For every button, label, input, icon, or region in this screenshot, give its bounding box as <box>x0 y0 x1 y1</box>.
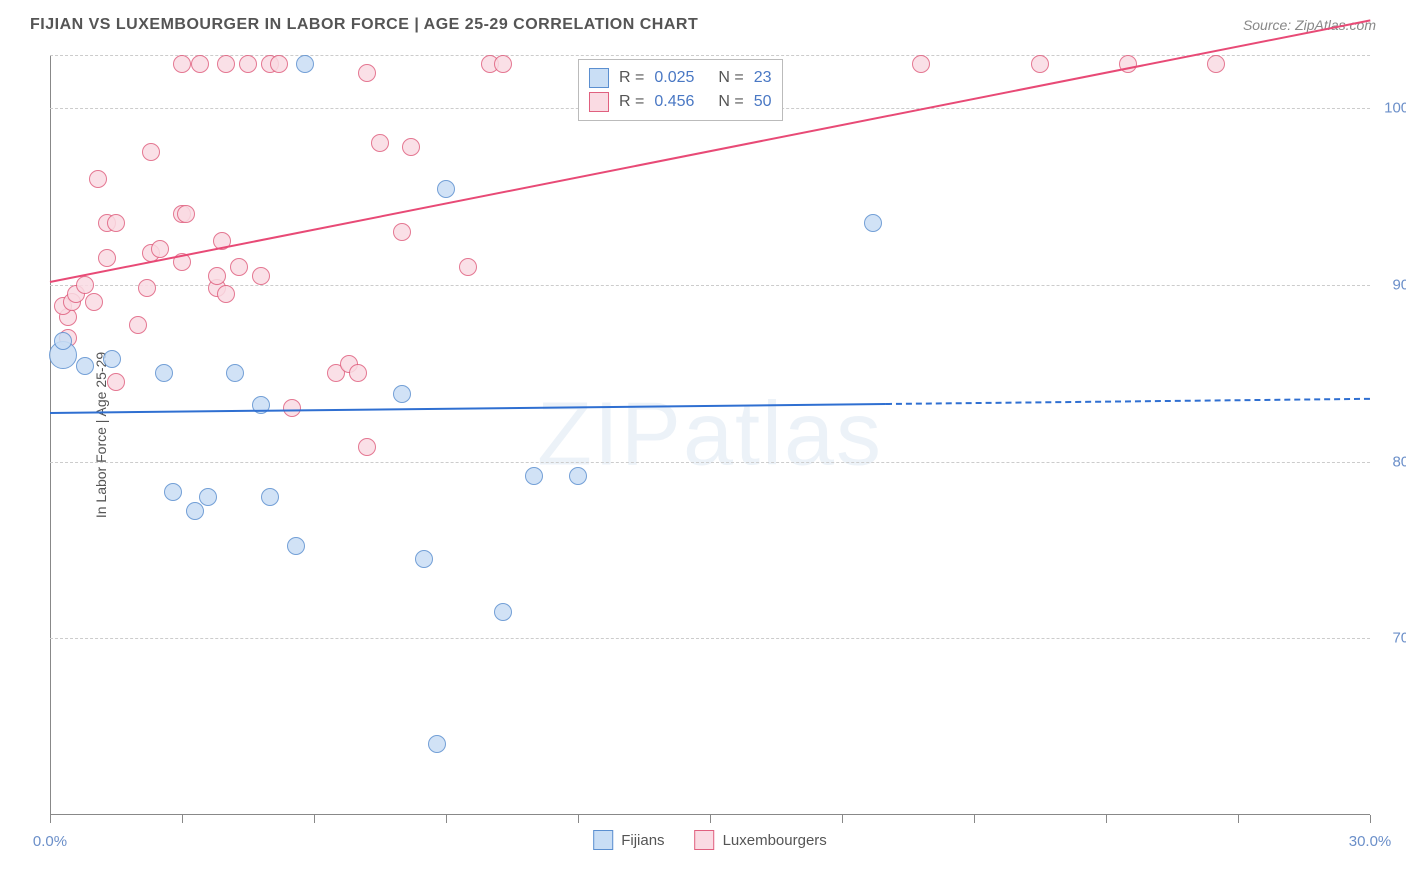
y-tick-label: 70.0% <box>1392 630 1406 647</box>
scatter-point <box>1031 55 1049 73</box>
scatter-point <box>415 550 433 568</box>
x-tick <box>314 815 315 823</box>
scatter-point <box>912 55 930 73</box>
stat-n-label: N = <box>718 69 743 87</box>
x-tick <box>446 815 447 823</box>
scatter-point <box>155 364 173 382</box>
legend-item: Luxembourgers <box>695 830 827 850</box>
x-tick <box>842 815 843 823</box>
legend-label: Fijians <box>621 832 664 849</box>
scatter-point <box>177 205 195 223</box>
chart-legend: Fijians Luxembourgers <box>593 830 827 850</box>
scatter-point <box>393 385 411 403</box>
trend-line <box>886 398 1370 405</box>
scatter-point <box>217 55 235 73</box>
scatter-point <box>459 258 477 276</box>
x-tick <box>578 815 579 823</box>
scatter-point <box>569 467 587 485</box>
gridline <box>50 462 1370 463</box>
scatter-point <box>107 373 125 391</box>
scatter-point <box>393 223 411 241</box>
stat-r-label: R = <box>619 93 644 111</box>
x-tick <box>182 815 183 823</box>
scatter-point <box>191 55 209 73</box>
x-tick <box>1238 815 1239 823</box>
scatter-point <box>270 55 288 73</box>
scatter-point <box>1207 55 1225 73</box>
legend-item: Fijians <box>593 830 664 850</box>
scatter-point <box>494 603 512 621</box>
scatter-point <box>371 134 389 152</box>
scatter-point <box>358 64 376 82</box>
stat-n-value: 50 <box>754 93 772 111</box>
scatter-point <box>76 357 94 375</box>
scatter-point <box>138 279 156 297</box>
scatter-point <box>98 249 116 267</box>
scatter-point <box>164 483 182 501</box>
correlation-stats-box: R = 0.025 N = 23 R = 0.456 N = 50 <box>578 59 783 121</box>
legend-swatch <box>695 830 715 850</box>
scatter-point <box>107 214 125 232</box>
scatter-point <box>261 488 279 506</box>
scatter-point <box>494 55 512 73</box>
x-tick <box>974 815 975 823</box>
scatter-point <box>239 55 257 73</box>
stat-row: R = 0.025 N = 23 <box>589 66 772 90</box>
scatter-point <box>89 170 107 188</box>
x-tick <box>50 815 51 823</box>
stat-swatch <box>589 68 609 88</box>
scatter-point <box>226 364 244 382</box>
gridline <box>50 285 1370 286</box>
y-tick-label: 80.0% <box>1392 453 1406 470</box>
stat-row: R = 0.456 N = 50 <box>589 90 772 114</box>
x-tick <box>1106 815 1107 823</box>
scatter-point <box>428 735 446 753</box>
stat-r-label: R = <box>619 69 644 87</box>
scatter-point <box>85 293 103 311</box>
gridline <box>50 638 1370 639</box>
scatter-point <box>217 285 235 303</box>
stat-r-value: 0.456 <box>654 93 694 111</box>
legend-swatch <box>593 830 613 850</box>
scatter-point <box>199 488 217 506</box>
scatter-point <box>186 502 204 520</box>
scatter-point <box>437 180 455 198</box>
scatter-point <box>349 364 367 382</box>
stat-n-label: N = <box>718 93 743 111</box>
stat-n-value: 23 <box>754 69 772 87</box>
x-tick <box>710 815 711 823</box>
x-tick-label: 0.0% <box>33 833 67 850</box>
scatter-point <box>864 214 882 232</box>
legend-label: Luxembourgers <box>723 832 827 849</box>
scatter-point <box>296 55 314 73</box>
plot-area: 70.0%80.0%90.0%100.0%0.0%30.0% <box>50 55 1370 815</box>
scatter-point <box>208 267 226 285</box>
x-tick <box>1370 815 1371 823</box>
chart-container: In Labor Force | Age 25-29 ZIPatlas 70.0… <box>50 55 1370 815</box>
scatter-point <box>76 276 94 294</box>
scatter-point <box>402 138 420 156</box>
chart-title: FIJIAN VS LUXEMBOURGER IN LABOR FORCE | … <box>30 16 698 34</box>
scatter-point <box>525 467 543 485</box>
scatter-point <box>252 267 270 285</box>
scatter-point <box>151 240 169 258</box>
stat-swatch <box>589 92 609 112</box>
scatter-point <box>103 350 121 368</box>
stat-r-value: 0.025 <box>654 69 694 87</box>
y-tick-label: 100.0% <box>1384 100 1406 117</box>
scatter-point <box>358 438 376 456</box>
scatter-point <box>287 537 305 555</box>
scatter-point <box>142 143 160 161</box>
scatter-point <box>230 258 248 276</box>
scatter-point <box>173 55 191 73</box>
trend-line <box>50 403 886 414</box>
scatter-point <box>54 332 72 350</box>
x-tick-label: 30.0% <box>1349 833 1392 850</box>
scatter-point <box>129 316 147 334</box>
y-tick-label: 90.0% <box>1392 276 1406 293</box>
